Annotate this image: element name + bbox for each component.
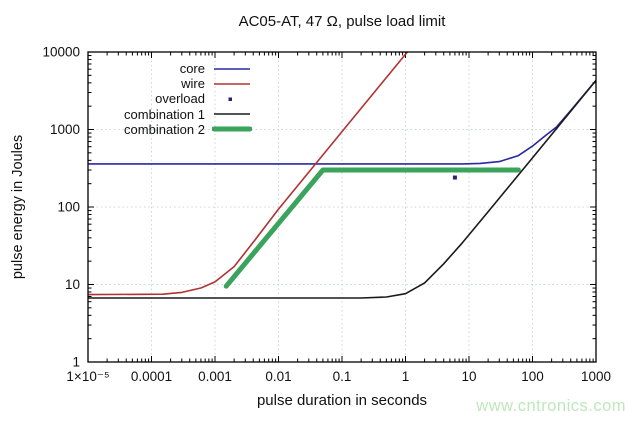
legend-item-combination-1: combination 1 [115,107,252,122]
x-tick-label: 0.0001 [131,369,172,384]
legend-label-combination-2: combination 2 [124,121,205,137]
x-tick-label: 0.001 [198,369,232,384]
y-tick-label: 10000 [42,45,80,60]
legend-label-overload: overload [155,91,205,107]
legend-label-core: core [179,61,205,77]
watermark: www.cntronics.com [476,397,626,415]
legend-sample-combination-2 [212,126,252,132]
legend-item-core: core [115,61,252,76]
x-tick-label: 100 [521,369,544,384]
legend-sample-core [214,67,250,70]
legend-item-combination-2: combination 2 [115,122,252,137]
x-tick-label: 1×10⁻⁵ [66,369,109,384]
x-tick-label: 0.1 [333,369,352,384]
series-line-combination-2 [223,167,521,289]
series-marker-overload [452,175,457,180]
legend-sample-combination-1 [214,113,250,115]
x-tick-label: 10 [461,369,476,384]
legend-item-overload: overload [115,91,252,106]
x-tick-label: 1000 [581,369,611,384]
legend: core wire overload combination 1 combination… [115,61,252,137]
y-tick-label: 1000 [50,122,80,137]
legend-label-wire: wire [181,76,205,92]
y-tick-label: 1 [72,355,80,370]
plot-border [87,51,597,363]
series-line-wire [88,52,409,296]
x-axis-label: pulse duration in seconds [256,392,428,409]
legend-sample-wire [214,82,250,85]
x-tick-label: 0.01 [265,369,291,384]
legend-sample-overload [228,97,232,101]
legend-item-wire: wire [115,76,252,91]
y-tick-label: 10 [65,277,80,292]
x-tick-label: 1 [402,369,410,384]
legend-label-combination-1: combination 1 [124,106,205,122]
y-tick-label: 100 [57,200,80,215]
chart-title: AC05-AT, 47 Ω, pulse load limit [238,13,446,30]
series-line-combination-1 [88,79,596,299]
